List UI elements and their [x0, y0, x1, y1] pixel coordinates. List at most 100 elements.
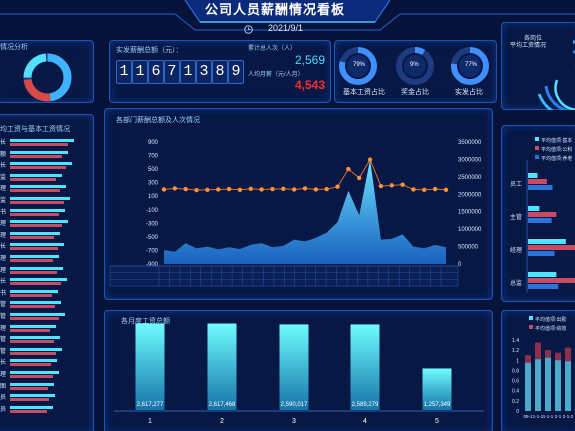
bar-value-label: 2,589,279 [352, 402, 379, 408]
month-label: 3 [292, 418, 296, 425]
attendance-bar [555, 360, 561, 411]
x-tick-label: 1-1-1 [543, 414, 554, 419]
legend-swatch [535, 137, 539, 141]
y-tick-label: 0.2 [512, 399, 519, 405]
bar-value-label: 2,617,468 [209, 402, 236, 408]
attendance-bar [535, 359, 541, 411]
y-tick-label: 0 [516, 409, 519, 415]
base-salary-bar [10, 347, 62, 351]
avg-salary-bar [10, 305, 55, 309]
bar-label: 管 [0, 302, 7, 309]
right-top-line2: 平均工资情况 [510, 43, 547, 49]
bar-label: 理 [0, 232, 7, 239]
left-tick-label: 100 [148, 194, 159, 200]
base-salary-bar [10, 359, 57, 363]
bar-label: 图 [0, 383, 7, 390]
category-label: 经理 [510, 248, 523, 254]
headcount-point [183, 186, 188, 192]
right-tick-label: 0 [458, 262, 462, 268]
avg-salary-bar [10, 177, 56, 181]
base-salary-bar [10, 255, 59, 258]
bar-label: 书 [0, 290, 7, 297]
position-bar [528, 284, 559, 289]
headcount-point [270, 186, 275, 192]
avg-salary-bar [10, 154, 62, 158]
base-salary-bar [10, 313, 65, 316]
ratio-value: 9% [410, 62, 419, 68]
legend-swatch [535, 146, 539, 150]
left-tick-label: -900 [146, 262, 159, 268]
legend-swatch [529, 316, 533, 320]
base-salary-bar [10, 278, 67, 282]
headcount-point [346, 166, 351, 172]
left-tick-label: 300 [148, 181, 159, 187]
month-bar [350, 324, 380, 410]
avg-salary-bar [10, 409, 47, 413]
bar-label: 管 [0, 337, 7, 344]
legend-performance: 平均值项:绩效 [535, 326, 567, 332]
headcount-point [205, 187, 210, 192]
base-salary-bar [10, 394, 55, 398]
y-tick-label: 1.2 [512, 348, 519, 354]
gauge-core [404, 55, 426, 77]
ratio-value: 77% [465, 62, 478, 68]
headcount-point [357, 175, 362, 181]
avg-salary-bar [10, 224, 62, 228]
avg-salary-bar [10, 398, 49, 402]
headcount-point [411, 187, 416, 192]
bar-value-label: 1,257,349 [424, 402, 451, 408]
bar-label: 管 [0, 314, 7, 320]
headcount-point [378, 183, 384, 189]
bar-label: 理 [0, 256, 7, 262]
headcount-point [248, 186, 253, 191]
position-bar-chart [526, 137, 575, 293]
base-salary-bar [10, 197, 70, 200]
digit: 7 [164, 60, 180, 84]
digit: 3 [196, 60, 212, 84]
bar-label: 长 [0, 163, 7, 170]
data-table [109, 265, 459, 287]
headcount-point [324, 186, 329, 192]
bar-label: 理 [0, 221, 7, 228]
avg-salary-bar [10, 166, 66, 170]
headcount-point [313, 187, 319, 192]
bar-value-label: 2,590,017 [281, 402, 308, 408]
bar-label: 理 [0, 267, 7, 274]
right-tick-label: 3000000 [458, 157, 482, 163]
category-label: 员工 [510, 182, 523, 188]
base-salary-bar [10, 208, 65, 212]
avg-salary-bar [10, 282, 61, 286]
month-label: 1 [148, 418, 152, 425]
avg-salary-bar [10, 317, 59, 320]
left-mid-title: 均工资与基本工资情况 [0, 126, 70, 133]
month-bar [135, 323, 165, 410]
bar-label: 书 [0, 209, 7, 216]
bar-label: 长 [0, 279, 7, 286]
left-tick-label: 900 [148, 140, 159, 146]
dept-chart-title: 各部门薪酬总额及人次情况 [116, 117, 200, 124]
monthly-chart: 2,617,277 1 2,617,468 2 2,590,017 3 2,589,279 4… [114, 323, 484, 425]
bar-label: 长 [0, 244, 7, 251]
ratio-label: 实发占比 [455, 89, 483, 96]
headcount-point [291, 187, 297, 192]
bar-label: 监 [0, 174, 7, 181]
bar-label: 理 [0, 372, 7, 378]
left-tick-label: -500 [146, 235, 159, 241]
clock-icon [244, 25, 253, 34]
base-salary-bar [10, 231, 60, 235]
digit: 6 [148, 60, 164, 84]
headcount-point [400, 182, 405, 187]
y-tick-label: 0.6 [512, 379, 519, 385]
x-tick-label: 1-1-1 [533, 414, 544, 419]
left-tick-label: -700 [146, 248, 159, 254]
month-label: 4 [363, 418, 367, 425]
avg-salary-bar [10, 375, 53, 378]
legend-base: 平均值项:基本 [541, 138, 573, 144]
month-label: 5 [435, 418, 439, 425]
right-tick-label: 1500000 [458, 210, 482, 216]
category-label: 主管 [510, 215, 523, 221]
base-salary-bar [10, 185, 66, 189]
digit: 1 [116, 60, 132, 84]
position-bar [528, 173, 538, 178]
